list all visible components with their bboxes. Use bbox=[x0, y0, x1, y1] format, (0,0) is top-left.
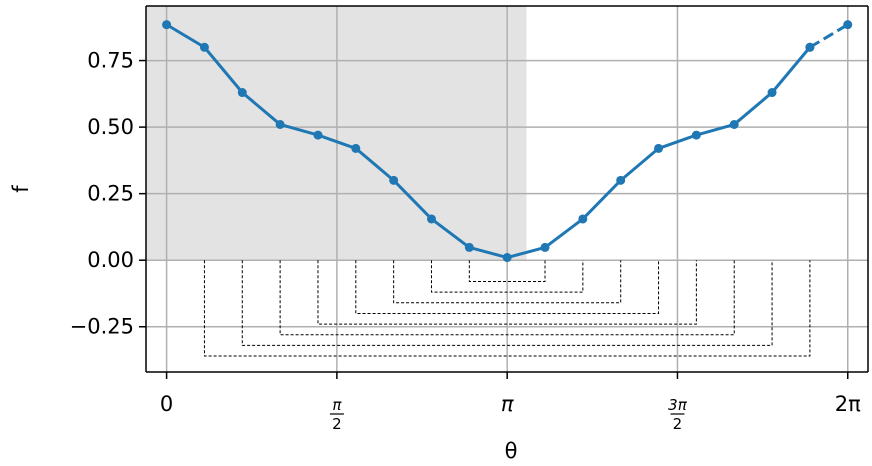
series-line-dashed bbox=[809, 23, 849, 49]
data-point bbox=[351, 143, 361, 153]
data-point bbox=[616, 175, 626, 185]
y-axis-label: f bbox=[9, 185, 33, 193]
bracket bbox=[430, 260, 584, 293]
bracket bbox=[279, 260, 735, 336]
brackets bbox=[203, 260, 811, 357]
data-point bbox=[199, 42, 209, 52]
x-axis-label: θ bbox=[505, 439, 518, 463]
data-point bbox=[729, 119, 739, 129]
bracket bbox=[468, 260, 546, 282]
y-tick-label: −0.25 bbox=[70, 315, 134, 339]
x-tick-label-numerator: π bbox=[332, 396, 342, 414]
y-tick-label: 0.25 bbox=[87, 182, 134, 206]
series-line bbox=[165, 23, 812, 260]
data-point bbox=[389, 175, 399, 185]
bracket bbox=[317, 260, 697, 325]
x-tick-label: 0 bbox=[160, 392, 173, 416]
data-point bbox=[237, 88, 247, 98]
x-tick-label: 2π bbox=[835, 392, 861, 416]
x-tick-label-denominator: 2 bbox=[332, 415, 342, 433]
data-point bbox=[654, 143, 664, 153]
data-point bbox=[691, 130, 701, 140]
series-group bbox=[162, 20, 853, 263]
x-tick-label-denominator: 2 bbox=[673, 415, 683, 433]
data-point bbox=[313, 130, 323, 140]
grid bbox=[146, 6, 868, 372]
data-point bbox=[540, 242, 550, 252]
data-point bbox=[464, 242, 474, 252]
data-point bbox=[578, 214, 588, 224]
data-point bbox=[275, 119, 285, 129]
bracket bbox=[241, 260, 773, 346]
x-tick-label: π bbox=[501, 392, 514, 416]
y-tick-label: 0.75 bbox=[87, 49, 134, 73]
data-point bbox=[502, 253, 512, 263]
y-tick-label: 0.50 bbox=[87, 115, 134, 139]
data-point bbox=[843, 20, 853, 30]
bracket bbox=[393, 260, 622, 304]
data-point bbox=[767, 88, 777, 98]
data-point bbox=[426, 214, 436, 224]
data-point bbox=[162, 20, 172, 30]
bracket bbox=[355, 260, 660, 314]
y-tick-label: 0.00 bbox=[87, 248, 134, 272]
data-point bbox=[805, 42, 815, 52]
bracket bbox=[203, 260, 811, 357]
x-tick-label-numerator: 3π bbox=[668, 396, 688, 414]
